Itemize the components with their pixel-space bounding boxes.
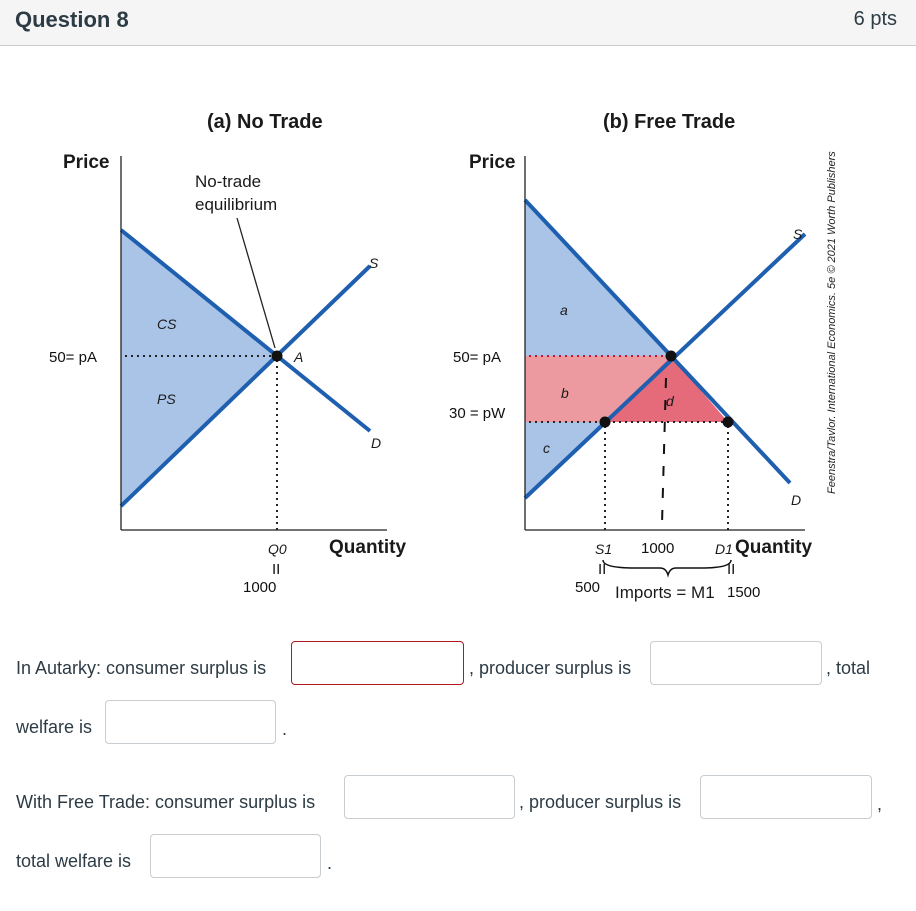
d1-label: D1 [715,541,733,557]
s1-value-note: 500 [575,579,600,596]
m-value-note: 1500 [727,584,760,601]
supply-curve-b [523,232,807,500]
trade-figure: (a) No Trade Price Quantity No-trade equ… [49,111,835,602]
autarky-ps-input[interactable] [650,641,822,685]
autarky-period: . [282,719,288,739]
price-label-b: Price [469,152,515,173]
area-b-label: b [561,385,569,401]
free-cs-prompt: With Free Trade: consumer surplus is [16,792,316,812]
imports-brace [602,559,732,578]
free-price-note: 50= pA [453,349,501,366]
no-trade-label-line1: No-trade [195,172,261,191]
free-total-prompt: total welfare is [16,851,132,871]
s1-equals-mark: II [598,561,606,578]
free-cs-input[interactable] [344,775,515,819]
quantity-label-b: Quantity [735,537,812,558]
autarky-cs-input[interactable] [291,641,464,685]
cs-label: CS [157,316,177,332]
autarky-total-prompt-2: welfare is [16,717,93,737]
ps-label: PS [157,391,176,407]
question-title: Question 8 [15,7,129,32]
area-d-label: d [666,393,675,409]
demand-label-b: D [791,492,801,508]
q0-value-note: 1000 [243,579,276,596]
demand-label-a: D [371,435,381,451]
panel-b: (b) Free Trade Price Quantity S D a b c … [449,111,812,602]
hand-dashed-line [661,377,667,525]
supply-label-a: S [369,255,379,271]
autarky-cs-prompt: In Autarky: consumer surplus is [16,658,267,678]
d1-point [722,416,734,428]
mid-value-note: 1000 [641,540,674,557]
area-c-label: c [543,440,550,456]
quantity-label-a: Quantity [329,537,406,558]
no-trade-pointer [236,217,276,349]
imports-label: Imports = M1 [615,583,715,602]
autarky-ps-prompt: , producer surplus is [469,658,632,678]
price-label-a: Price [63,152,109,173]
panel-a-title: (a) No Trade [207,111,323,133]
demand-curve-a [119,228,372,433]
d1-equals-mark: II [727,561,735,578]
no-trade-label-line2: equilibrium [195,195,277,214]
area-d-region [605,356,728,422]
supply-curve-a [119,264,372,508]
world-price-note: 30 = pW [449,405,506,422]
free-period: . [327,853,333,873]
question-points: 6 pts [853,8,897,30]
point-a-label: A [293,349,303,365]
q0-label: Q0 [268,541,287,557]
autarky-total-input[interactable] [105,700,276,744]
panel-b-title: (b) Free Trade [603,111,735,133]
q0-equals-mark: II [272,561,280,578]
free-ps-input[interactable] [700,775,872,819]
area-b-region [525,356,671,422]
s1-label: S1 [595,541,612,557]
supply-label-b: S [793,226,803,242]
panel-a: (a) No Trade Price Quantity No-trade equ… [49,111,406,596]
free-ps-prompt: , producer surplus is [519,792,682,812]
free-comma: , [877,794,883,814]
autarky-price-note: 50= pA [49,349,97,366]
equilibrium-point-a [271,350,283,362]
demand-curve-b [523,198,792,485]
equilibrium-point-b [665,350,677,362]
area-a-label: a [560,302,568,318]
s1-point [599,416,611,428]
autarky-total-prompt-1: , total [826,658,871,678]
question-header: Question 8 6 pts [0,0,916,46]
free-total-input[interactable] [150,834,321,878]
figure-credit: Feenstra/Taylor, International Economics… [826,151,835,494]
